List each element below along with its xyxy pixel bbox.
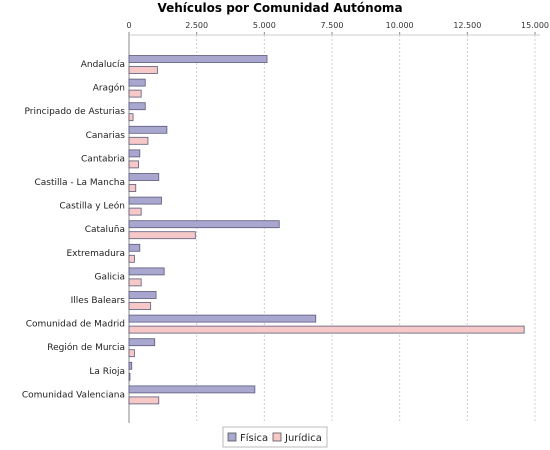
category-label: Región de Murcia [47, 342, 125, 353]
bar-fisica [128, 291, 157, 299]
bar-juridica [128, 207, 142, 216]
bar-juridica [128, 349, 135, 358]
x-axis-ticks: 0 2.500 5.000 7.500 10.000 12.500 15.000 [126, 21, 549, 35]
bar-fisica [128, 55, 268, 63]
bar-fisica [128, 243, 141, 252]
category-label: Aragón [93, 83, 125, 94]
category-label: Cataluña [85, 225, 125, 235]
bar-fisica [128, 196, 162, 205]
legend-label-fisica: Física [240, 432, 268, 444]
bar-fisica [128, 78, 146, 87]
category-label: Extremadura [67, 249, 126, 259]
bar-fisica [128, 361, 133, 370]
x-tick-label: 5.000 [253, 21, 276, 30]
legend-swatch-juridica [272, 432, 282, 442]
category-labels: Andalucía Aragón Principado de Asturias Can… [22, 60, 125, 400]
bar-juridica [128, 254, 135, 263]
category-label: Illes Balears [71, 296, 126, 306]
x-tick-label: 15.000 [521, 21, 549, 30]
bar-juridica [128, 113, 134, 122]
bar-juridica [128, 278, 142, 287]
category-label: Comunidad de Madrid [26, 320, 125, 330]
category-label: Comunidad Valenciana [22, 390, 125, 400]
category-label: Andalucía [81, 60, 125, 70]
chart-title: Vehículos por Comunidad Autónoma [157, 1, 402, 15]
bar-fisica [128, 338, 156, 347]
bar-fisica [128, 314, 317, 323]
legend: Física Jurídica [222, 426, 328, 448]
legend-label-juridica: Jurídica [284, 432, 322, 444]
bar-juridica [128, 136, 149, 145]
category-label: La Rioja [89, 367, 125, 377]
bar-fisica [128, 102, 146, 111]
category-label: Castilla - La Mancha [34, 178, 125, 188]
category-label: Cantabria [81, 154, 125, 164]
grid [196, 35, 536, 423]
x-tick-label: 10.000 [386, 21, 414, 30]
bar-juridica [128, 325, 525, 334]
x-tick-label: 12.500 [453, 21, 481, 30]
category-label: Galicia [95, 272, 125, 282]
legend-swatch-fisica [227, 432, 237, 442]
bar-fisica [128, 267, 165, 276]
bar-juridica [128, 160, 139, 169]
bars [128, 55, 525, 405]
bar-juridica [128, 231, 196, 240]
x-tick-label: 0 [126, 21, 131, 30]
bar-juridica [128, 89, 142, 98]
bar-fisica [128, 173, 160, 181]
bar-juridica [128, 372, 131, 381]
bar-fisica [128, 220, 280, 229]
bar-juridica [128, 66, 158, 74]
category-label: Principado de Asturias [24, 107, 125, 117]
bar-fisica [128, 149, 141, 158]
bar-juridica [128, 184, 137, 192]
category-label: Canarias [86, 131, 126, 141]
category-label: Castilla y León [59, 201, 125, 212]
bar-juridica [128, 396, 160, 405]
bar-juridica [128, 302, 152, 310]
bar-fisica [128, 385, 256, 394]
bar-fisica [128, 125, 168, 134]
x-tick-label: 2.500 [185, 21, 208, 30]
x-tick-label: 7.500 [321, 21, 344, 30]
